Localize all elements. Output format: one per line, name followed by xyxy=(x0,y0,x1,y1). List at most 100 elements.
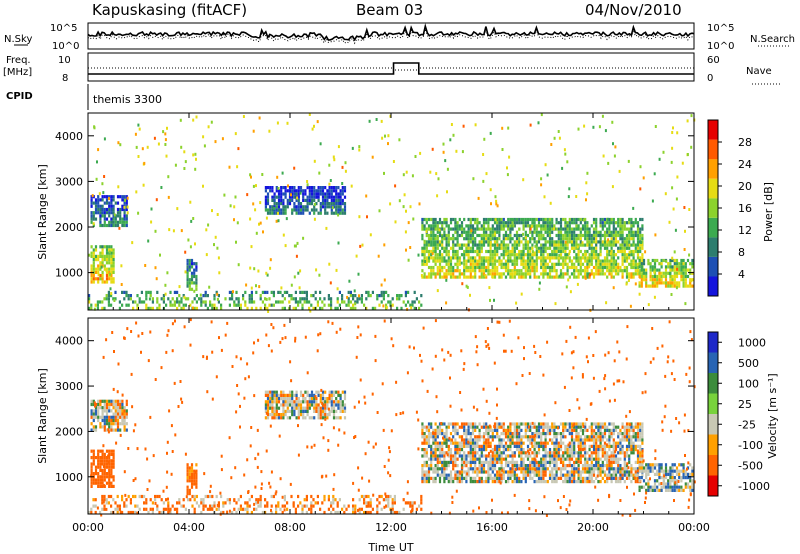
range-cell xyxy=(474,237,477,241)
range-cell xyxy=(423,272,426,276)
range-cell xyxy=(452,240,455,244)
range-cell xyxy=(271,186,274,190)
range-cell xyxy=(280,195,283,199)
range-cell xyxy=(520,460,523,464)
range-cell xyxy=(586,435,589,439)
freq-tick-top: 10 xyxy=(58,55,71,66)
range-cell xyxy=(546,467,549,471)
scatter-cell xyxy=(109,287,112,291)
range-cell xyxy=(103,264,106,268)
range-cell xyxy=(326,189,329,193)
range-cell xyxy=(577,224,580,228)
scatter-cell xyxy=(118,226,121,230)
scatter-cell xyxy=(192,306,194,310)
range-cell xyxy=(579,243,582,247)
range-cell xyxy=(460,473,464,477)
range-cell xyxy=(544,444,547,448)
range-cell xyxy=(601,444,604,448)
range-cell xyxy=(103,422,106,426)
scatter-cell xyxy=(690,145,693,149)
range-cell xyxy=(343,406,347,410)
range-cell xyxy=(474,256,477,260)
range-cell xyxy=(515,422,519,426)
range-cell xyxy=(498,454,501,458)
scatter-cell xyxy=(522,178,525,182)
scatter-cell xyxy=(277,219,280,223)
range-cell xyxy=(176,300,179,304)
range-cell xyxy=(493,275,497,279)
range-cell xyxy=(427,272,431,276)
range-cell xyxy=(518,435,521,439)
range-cell xyxy=(476,221,479,225)
range-cell xyxy=(281,306,284,310)
range-cell xyxy=(509,249,512,254)
range-cell xyxy=(306,202,309,206)
range-cell xyxy=(319,393,322,397)
range-cell xyxy=(151,300,154,304)
range-cell xyxy=(664,268,668,272)
range-cell xyxy=(310,189,314,193)
range-cell xyxy=(328,186,331,190)
range-cell xyxy=(319,397,322,401)
range-cell xyxy=(614,240,618,244)
range-cell xyxy=(628,253,631,257)
range-cell xyxy=(573,246,576,250)
range-cell xyxy=(570,457,574,461)
range-cell xyxy=(305,290,308,294)
range-cell xyxy=(107,303,110,307)
scatter-cell xyxy=(93,126,96,130)
range-cell xyxy=(282,205,285,209)
range-cell xyxy=(195,284,198,288)
range-cell xyxy=(471,233,475,238)
freq-strip-frame xyxy=(87,52,695,82)
range-cell xyxy=(286,202,289,206)
range-cell xyxy=(487,233,490,238)
range-cell xyxy=(99,468,102,472)
range-cell xyxy=(619,230,622,234)
range-cell xyxy=(421,428,424,432)
range-cell xyxy=(280,403,283,407)
range-cell xyxy=(588,467,591,471)
scatter-cell xyxy=(266,273,269,277)
scatter-cell xyxy=(629,263,632,267)
scatter-cell xyxy=(192,153,195,157)
range-cell xyxy=(542,259,545,263)
range-cell xyxy=(640,268,643,272)
scatter-cell xyxy=(482,153,485,156)
range-cell xyxy=(92,267,95,271)
range-cell xyxy=(349,306,352,310)
range-cell xyxy=(110,248,113,252)
range-cell xyxy=(522,464,525,468)
range-cell xyxy=(123,207,126,212)
range-cell xyxy=(326,416,329,420)
range-cell xyxy=(504,275,508,279)
range-cell xyxy=(469,240,472,244)
range-cell xyxy=(108,214,111,218)
range-cell xyxy=(489,269,492,273)
range-cell xyxy=(487,444,490,448)
range-cell xyxy=(266,208,270,212)
range-cell xyxy=(478,480,481,484)
range-cell xyxy=(592,422,596,426)
range-cell xyxy=(460,470,464,474)
range-cell xyxy=(125,290,128,294)
range-cell xyxy=(564,464,567,468)
range-cell xyxy=(531,432,534,436)
range-cell xyxy=(526,259,530,263)
range-cell xyxy=(559,249,563,254)
range-cell xyxy=(682,265,685,269)
range-cell xyxy=(430,217,433,222)
scatter-cell xyxy=(299,191,302,195)
range-cell xyxy=(110,462,113,466)
range-cell xyxy=(608,444,611,448)
range-cell xyxy=(630,425,633,429)
range-cell xyxy=(526,269,530,273)
range-cell xyxy=(518,217,521,222)
range-cell xyxy=(480,454,483,458)
range-cell xyxy=(421,227,424,231)
range-cell xyxy=(480,448,483,452)
range-cell xyxy=(294,300,297,304)
range-cell xyxy=(467,473,470,477)
range-cell xyxy=(636,246,640,250)
range-cell xyxy=(136,303,139,307)
